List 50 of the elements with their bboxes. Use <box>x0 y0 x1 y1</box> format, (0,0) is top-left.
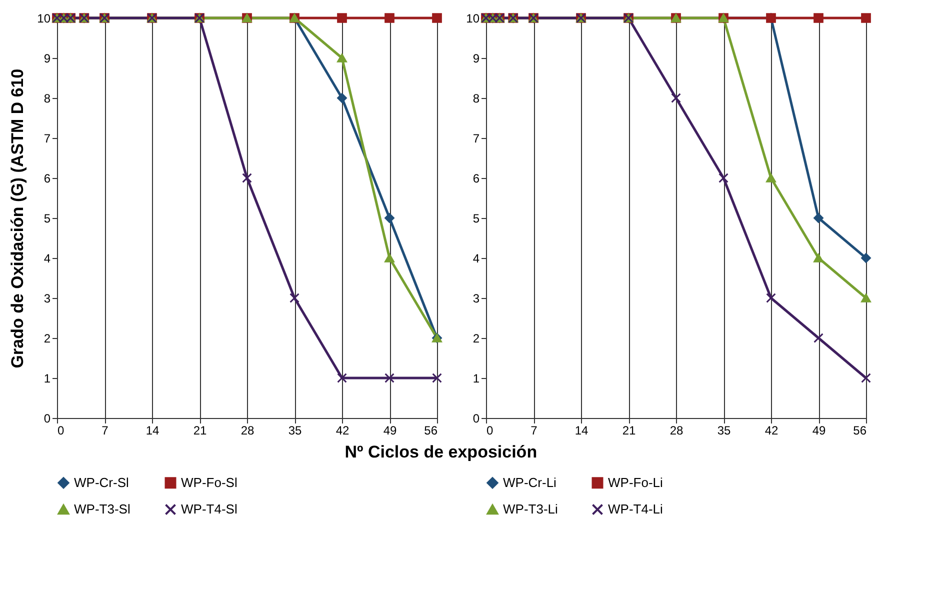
y-tick-label: 1 <box>44 372 51 386</box>
y-tick-label: 5 <box>472 212 480 226</box>
y-tick-label: 9 <box>44 52 51 66</box>
legend-label: WP-Cr-Li <box>503 474 557 490</box>
y-tick-label: 0 <box>44 412 51 426</box>
x-tick-label: 28 <box>670 424 684 438</box>
legend-label: WP-Fo-Sl <box>181 474 238 490</box>
x-tick-label: 14 <box>574 424 588 438</box>
legend-label: WP-Cr-Sl <box>74 474 129 490</box>
y-tick-label: 10 <box>37 12 51 26</box>
x-tick-label: 28 <box>240 424 254 438</box>
y-tick-label: 3 <box>44 292 51 306</box>
legend-label: WP-T3-Li <box>503 502 558 516</box>
x-tick-label: 56 <box>424 424 438 438</box>
y-tick-label: 6 <box>472 172 480 186</box>
y-tick-label: 7 <box>44 132 51 146</box>
y-tick-label: 2 <box>44 332 51 346</box>
y-tick-label: 2 <box>472 332 480 346</box>
x-tick-label: 21 <box>622 424 636 438</box>
x-tick-label: 35 <box>717 424 731 438</box>
y-tick-label: 3 <box>472 292 480 306</box>
x-axis-title: Nº Ciclos de exposición <box>344 442 538 462</box>
x-tick-label: 42 <box>764 424 778 438</box>
y-tick-label: 9 <box>472 52 480 66</box>
x-tick-label: 49 <box>383 424 397 438</box>
x-tick-label: 21 <box>193 424 207 438</box>
legend-label: WP-T3-Sl <box>74 502 130 516</box>
legend-label: WP-T4-Sl <box>181 502 238 516</box>
x-tick-label: 0 <box>58 424 64 438</box>
legend-label: WP-T4-Li <box>608 502 663 516</box>
y-tick-label: 8 <box>44 92 51 106</box>
y-tick-label: 6 <box>44 172 51 186</box>
x-tick-label: 35 <box>288 424 302 438</box>
x-tick-label: 14 <box>146 424 160 438</box>
x-tick-label: 7 <box>530 424 538 438</box>
y-tick-label: 5 <box>44 212 51 226</box>
x-tick-label: 49 <box>812 424 826 438</box>
y-axis-title: Grado de Oxidación (G) (ASTM D 610 <box>8 68 28 368</box>
x-tick-label: 56 <box>853 424 867 438</box>
y-tick-label: 1 <box>472 372 480 386</box>
y-tick-label: 4 <box>472 252 480 266</box>
x-tick-label: 7 <box>102 424 109 438</box>
x-tick-label: 0 <box>486 424 494 438</box>
y-tick-label: 7 <box>472 132 480 146</box>
x-tick-label: 42 <box>336 424 350 438</box>
y-tick-label: 0 <box>472 412 480 426</box>
legend-label: WP-Fo-Li <box>608 474 663 490</box>
y-tick-label: 8 <box>472 92 480 106</box>
y-tick-label: 10 <box>466 12 480 26</box>
y-tick-label: 4 <box>44 252 51 266</box>
